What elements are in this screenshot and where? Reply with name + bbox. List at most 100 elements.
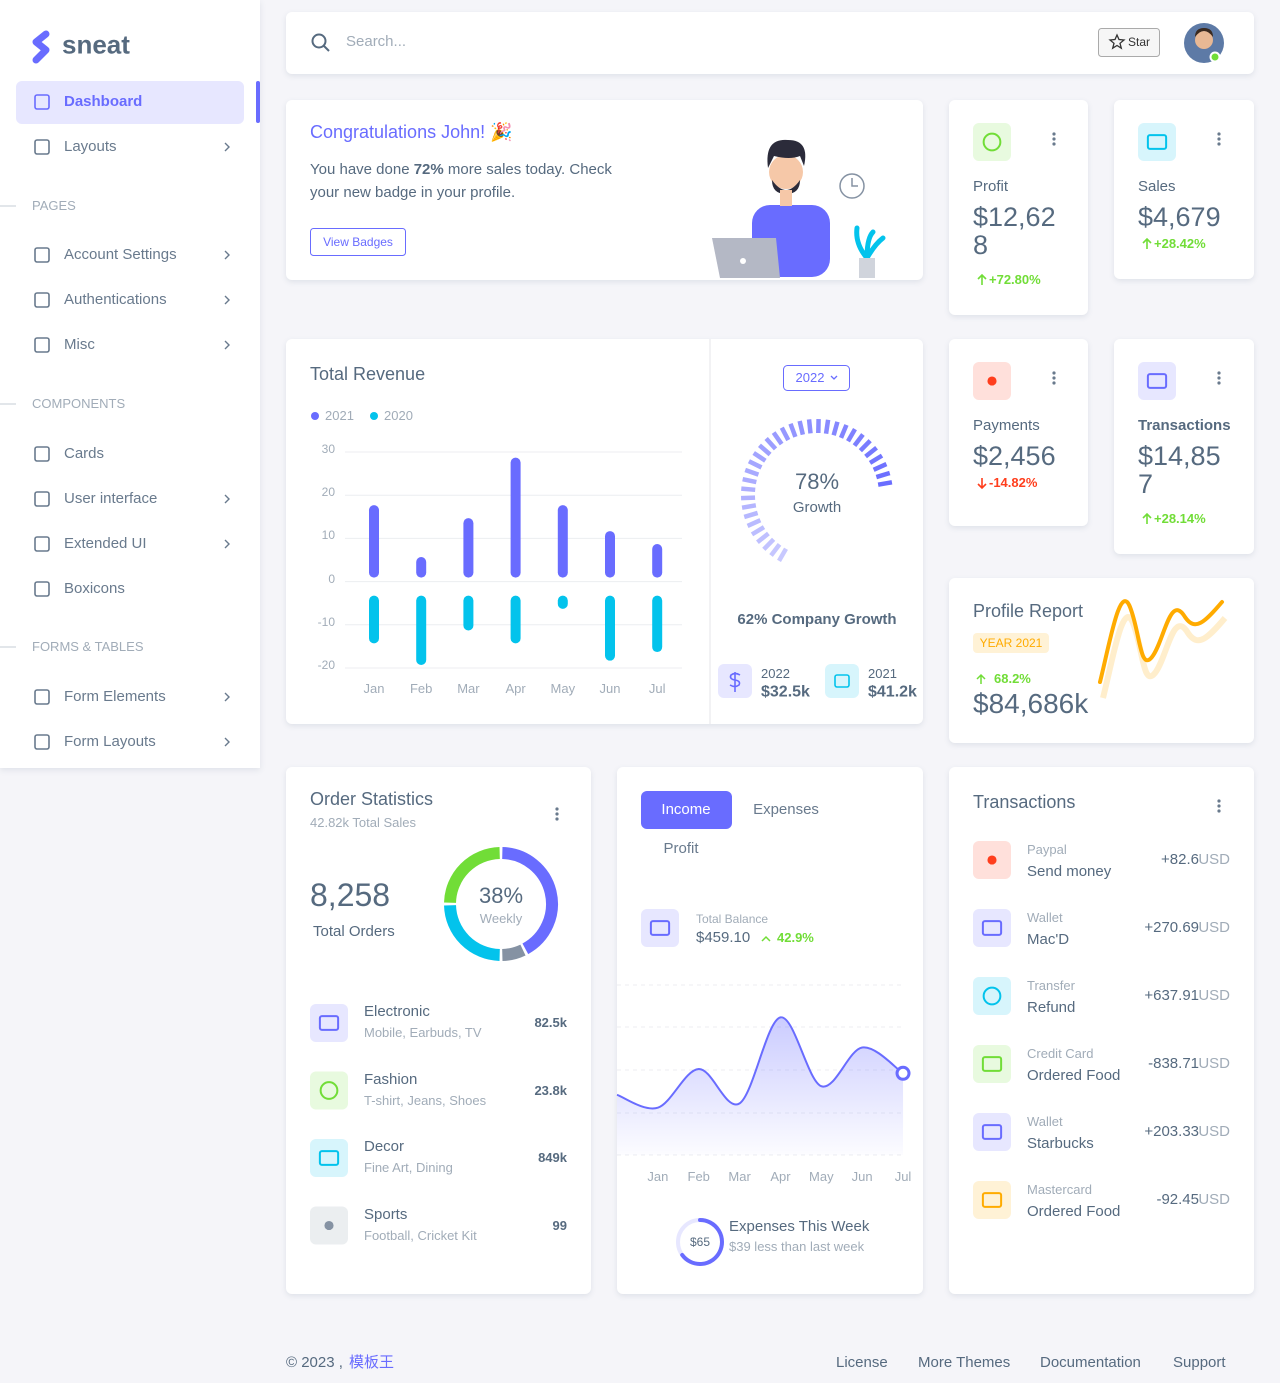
- nav-icon: [34, 247, 50, 263]
- footer-link[interactable]: More Themes: [918, 1354, 1011, 1371]
- order-item-name: Fashion: [364, 1070, 418, 1088]
- bar: [510, 457, 521, 578]
- icon: [1146, 134, 1168, 150]
- nav-icon: [34, 581, 50, 597]
- gauge-tick: [875, 470, 891, 480]
- chevron: [830, 375, 838, 380]
- button[interactable]: [310, 228, 406, 256]
- legend-label: 2020: [384, 408, 413, 424]
- gauge-tick: [740, 495, 756, 501]
- donut-segment: [444, 847, 501, 904]
- menu-dot: [1217, 381, 1221, 385]
- x-tick-label: Feb: [687, 1169, 710, 1185]
- x-tick-label: May: [809, 1169, 834, 1185]
- revenue-card: [286, 339, 923, 724]
- tab-active[interactable]: [641, 791, 732, 829]
- icon: [981, 1056, 1003, 1072]
- gauge-tick: [743, 510, 759, 520]
- order-item-value: 99: [552, 1217, 567, 1233]
- tx-currency: USD: [1198, 987, 1230, 1004]
- growth-amount: $32.5k: [761, 683, 810, 701]
- growth-gauge: [740, 418, 893, 562]
- online-dot: [1209, 51, 1221, 63]
- donut-segment: [501, 944, 526, 961]
- nav-icon: [34, 446, 50, 462]
- star-icon: [1108, 33, 1126, 50]
- icon: [981, 1124, 1003, 1140]
- menu-dot: [1217, 132, 1221, 136]
- nav-section: PAGES: [32, 198, 76, 214]
- bar: [510, 595, 521, 644]
- icon-bg: [641, 909, 679, 947]
- icon: [987, 376, 997, 386]
- nav-icon: [34, 491, 50, 507]
- icon: [982, 132, 1002, 152]
- stat-change: -14.82%: [989, 475, 1038, 491]
- order-item-name: Electronic: [364, 1003, 430, 1020]
- menu-dot: [555, 812, 559, 816]
- y-tick-label: -20: [317, 657, 335, 672]
- y-tick-label: 0: [328, 571, 335, 586]
- gauge-tick: [864, 446, 878, 459]
- tx-currency: USD: [1198, 1123, 1230, 1140]
- bar: [605, 531, 615, 578]
- radial-label: $65: [689, 1234, 711, 1249]
- growth-year: 2022: [761, 666, 790, 682]
- icon-bg: [973, 1045, 1011, 1083]
- donut-segment: [501, 847, 558, 955]
- brand: sneat: [62, 29, 130, 60]
- icon-bg: [973, 1113, 1011, 1151]
- nav-indicator: [256, 81, 260, 123]
- y-tick-label: 20: [321, 484, 335, 499]
- area: [617, 1017, 904, 1155]
- badge: [973, 633, 1049, 653]
- tx-type: Paypal: [1027, 842, 1067, 858]
- footer-link[interactable]: License: [836, 1354, 888, 1371]
- change-arrow: [976, 673, 986, 684]
- menu-dot: [1052, 381, 1056, 385]
- x-tick-label: Apr: [770, 1169, 791, 1185]
- nav-item: Cards: [64, 445, 105, 462]
- y-tick-label: -10: [317, 614, 335, 629]
- footer-link[interactable]: Documentation: [1040, 1354, 1141, 1371]
- sparkline: [1098, 599, 1224, 684]
- star-button[interactable]: [1098, 28, 1160, 57]
- bar: [416, 557, 427, 578]
- line: [616, 1016, 904, 1110]
- y-tick-label: 30: [321, 441, 335, 456]
- menu-dot: [555, 817, 559, 821]
- chevron: [224, 692, 230, 702]
- x-tick-label: Apr: [505, 681, 526, 697]
- menu-dot: [1217, 142, 1221, 146]
- footer-link[interactable]: Support: [1173, 1354, 1226, 1371]
- stat-card: [949, 100, 1088, 315]
- chart-title: Total Revenue: [310, 364, 426, 385]
- tx-amount: +203.33: [1144, 1123, 1199, 1140]
- growth-value: 78%: [794, 468, 840, 494]
- order-item-value: 849k: [538, 1150, 567, 1166]
- nav-icon: [34, 139, 50, 155]
- gauge-tick: [756, 531, 770, 544]
- icon-bg: [310, 1139, 348, 1177]
- icon: [319, 1081, 339, 1100]
- year-button[interactable]: [783, 365, 850, 391]
- x-tick-label: May: [550, 681, 576, 697]
- icon-bg: [825, 664, 859, 698]
- balance-change: 42.9%: [777, 930, 814, 946]
- growth-year: 2021: [868, 666, 897, 682]
- chevron: [224, 340, 230, 350]
- search-icon: [323, 45, 330, 52]
- tx-type: Wallet: [1027, 1114, 1063, 1130]
- stat-label: Payments: [973, 417, 1040, 434]
- search: Search...: [346, 33, 407, 50]
- nav-active[interactable]: [16, 81, 244, 124]
- stat-change: +72.80%: [989, 272, 1041, 288]
- search-icon: [311, 33, 327, 49]
- icon: [982, 986, 1002, 1006]
- tx-type: Wallet: [1027, 910, 1063, 926]
- menu-dot: [1217, 137, 1221, 141]
- donut-segment: [444, 904, 501, 961]
- gauge-tick: [764, 437, 778, 451]
- welcome-highlight: 72%: [413, 161, 444, 178]
- icon: [324, 1220, 334, 1231]
